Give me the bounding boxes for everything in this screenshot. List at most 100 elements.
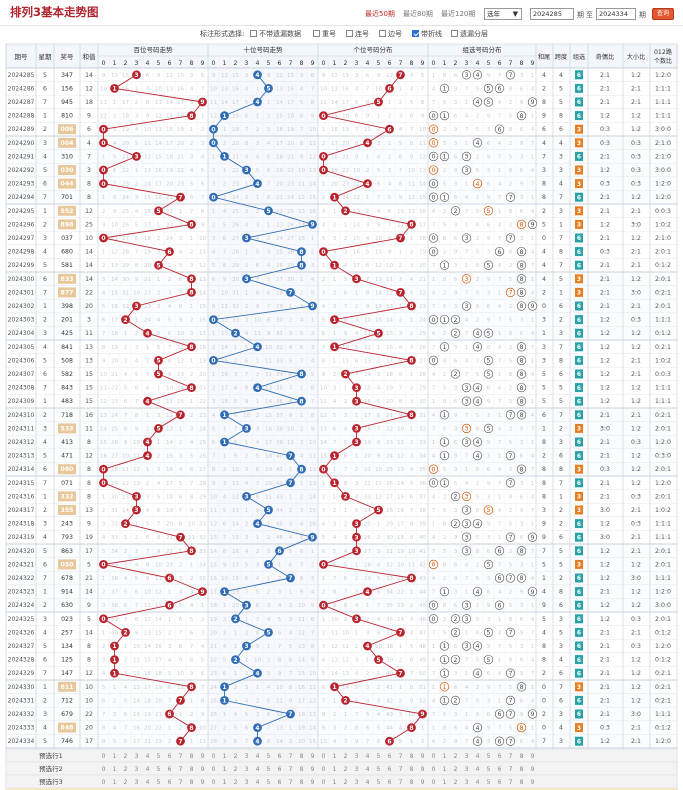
combo-value: 6 (577, 480, 581, 487)
miss-count: 14 (320, 440, 328, 446)
query-button[interactable]: 查询 (652, 8, 674, 20)
miss-count: 2 (509, 182, 513, 188)
miss-count: 12 (155, 590, 162, 596)
miss-count: 6 (179, 494, 183, 500)
miss-count: 2 (311, 331, 315, 337)
miss-count: 2 (509, 386, 513, 392)
odd-even: 2:1 (600, 276, 610, 283)
number-ball (154, 369, 163, 379)
miss-count: 1 (377, 671, 381, 677)
miss-count: 7 (465, 209, 469, 215)
preview-digit: 4 (146, 779, 150, 786)
number-ball (286, 478, 295, 488)
miss-count: 24 (111, 413, 119, 419)
group-digit: 3 (465, 276, 469, 283)
miss-count: 5 (311, 603, 315, 609)
group3-highlight (58, 273, 76, 284)
weekday: 7 (43, 385, 47, 392)
option-layer[interactable]: 遗漏分层 (451, 29, 488, 39)
to-issue-input[interactable]: 2024334 (596, 8, 636, 20)
recent-120-link[interactable]: 最近120期 (441, 10, 476, 18)
miss-count: 1 (531, 358, 535, 364)
ball-digit: 3 (244, 276, 248, 283)
miss-count: 1 (410, 318, 414, 324)
combo-badge (575, 437, 583, 447)
miss-count: 4 (190, 168, 194, 174)
option-repeat[interactable]: 重号 (313, 29, 336, 39)
miss-count: 9 (520, 100, 524, 106)
ratio-012: 2:0:1 (655, 548, 671, 555)
preview-digit: 0 (432, 779, 436, 786)
option-consecutive[interactable]: 连号 (346, 29, 369, 39)
group3-highlight (58, 124, 76, 135)
miss-count: 15 (232, 535, 240, 541)
preview-row[interactable] (5, 761, 678, 776)
recent-80-link[interactable]: 最近80期 (403, 10, 433, 18)
miss-count: 21 (232, 154, 240, 160)
miss-count: 2 (443, 250, 447, 256)
miss-count: 22 (276, 209, 283, 215)
group-ball (461, 233, 472, 243)
group-ball (494, 246, 505, 257)
miss-count: 3 (157, 413, 161, 419)
combo-badge (575, 532, 583, 542)
miss-count: 3 (124, 671, 128, 677)
year-select[interactable]: 选年 ▼ (484, 8, 522, 20)
miss-count: 1 (322, 576, 326, 582)
miss-count: 22 (155, 726, 162, 732)
miss-count: 9 (487, 685, 491, 691)
miss-count: 12 (122, 481, 129, 487)
miss-count: 26 (386, 481, 394, 487)
miss-count: 4 (113, 141, 117, 147)
miss-count: 22 (232, 168, 239, 174)
miss-count: 3 (245, 685, 249, 691)
miss-count: 2 (366, 168, 370, 174)
from-issue-input[interactable]: 2024285 (530, 8, 574, 20)
weekday: 3 (43, 616, 47, 623)
group-digit: 7 (509, 670, 513, 677)
group-ball (428, 138, 439, 148)
checkbox-icon (346, 30, 353, 37)
span-value: 1 (559, 289, 563, 296)
number-ball (165, 600, 174, 610)
preview-digit: 5 (377, 766, 381, 773)
option-no-miss[interactable]: 不带遗漏数据 (250, 29, 301, 39)
group-ball (516, 342, 527, 352)
miss-count: 4 (355, 494, 359, 500)
miss-count: 12 (419, 154, 426, 160)
miss-count: 35 (419, 467, 427, 473)
span-value: 2 (559, 317, 563, 324)
miss-count: 1 (289, 494, 293, 500)
preview-row[interactable] (5, 774, 678, 789)
miss-count: 3 (289, 331, 293, 337)
combo-value: 6 (577, 548, 581, 555)
miss-count: 19 (177, 127, 185, 133)
preview-digit: 1 (223, 779, 227, 786)
option-edge[interactable]: 边号 (379, 29, 402, 39)
miss-count: 2 (322, 590, 326, 596)
ball-digit: 3 (354, 521, 358, 528)
preview-digit: 2 (454, 766, 458, 773)
odd-even: 2:1 (600, 684, 610, 691)
miss-count: 9 (157, 549, 161, 555)
miss-count: 1 (399, 685, 403, 691)
ball-digit: 4 (255, 72, 259, 79)
miss-count: 6 (157, 508, 161, 514)
weekday: 5 (43, 262, 47, 269)
sum-value: 17 (85, 548, 93, 555)
miss-count: 4 (432, 494, 436, 500)
miss-count: 10 (298, 603, 306, 609)
ball-digit: 7 (398, 670, 402, 677)
miss-count: 1 (102, 630, 106, 636)
miss-count: 12 (199, 263, 206, 269)
sum-tail: 9 (542, 534, 546, 541)
preview-row[interactable] (5, 748, 678, 763)
miss-count: 2 (476, 562, 480, 568)
miss-count: 5 (509, 114, 513, 120)
odd-even: 1:2 (600, 561, 610, 568)
miss-count: 19 (122, 127, 130, 133)
miss-count: 1 (245, 290, 249, 296)
option-polyline[interactable]: 带折线 (412, 29, 442, 39)
recent-50-link[interactable]: 最近50期 (365, 10, 395, 18)
combo-badge (575, 83, 583, 93)
